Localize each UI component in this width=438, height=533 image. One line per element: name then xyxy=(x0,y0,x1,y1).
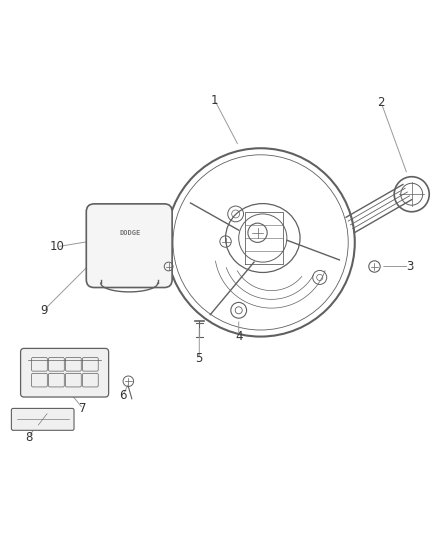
Text: 6: 6 xyxy=(119,389,127,402)
Text: 10: 10 xyxy=(49,240,64,253)
Text: 8: 8 xyxy=(25,431,32,444)
Text: 7: 7 xyxy=(79,402,87,415)
FancyBboxPatch shape xyxy=(86,204,172,287)
FancyBboxPatch shape xyxy=(11,408,74,430)
FancyBboxPatch shape xyxy=(21,349,109,397)
Text: 4: 4 xyxy=(235,330,243,343)
Text: DODGE: DODGE xyxy=(120,230,141,237)
Text: 9: 9 xyxy=(40,304,48,317)
Text: 5: 5 xyxy=(196,352,203,365)
Text: 2: 2 xyxy=(377,96,385,109)
Text: 3: 3 xyxy=(406,260,413,273)
Text: 1: 1 xyxy=(211,94,219,107)
